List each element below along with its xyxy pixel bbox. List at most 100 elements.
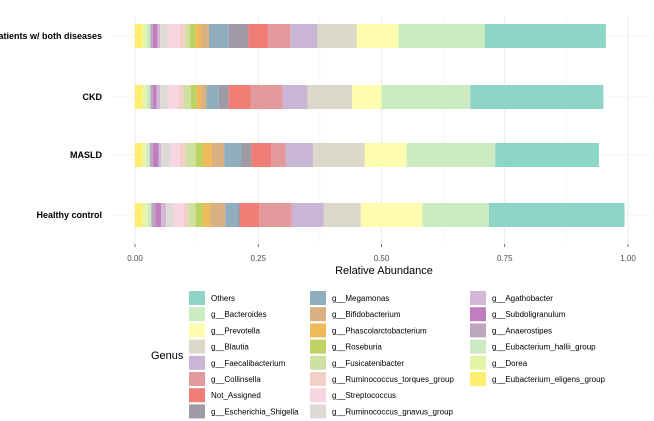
legend-swatch [310, 355, 326, 370]
bar-segment [170, 143, 180, 167]
legend-label: g__Subdoligranulum [492, 310, 566, 319]
legend-label: g__Ruminococcus_gnavus_group [332, 407, 454, 416]
legend-swatch [189, 339, 205, 354]
bar-segment [218, 85, 229, 109]
category-label: CKD [83, 92, 103, 102]
bar-segment [237, 203, 241, 227]
bar-segment [203, 203, 211, 227]
legend-swatch [470, 339, 486, 354]
legend-title: Genus [151, 350, 184, 362]
legend-swatch [189, 388, 205, 403]
legend-label: g__Eubacterium_hallii_group [492, 343, 596, 352]
legend-label: g__Faecalibacterium [211, 359, 286, 368]
bar-segment [406, 143, 496, 167]
bar-segment [179, 24, 185, 48]
legend-swatch [189, 307, 205, 322]
bar-segment [364, 143, 407, 167]
legend-label: Not_Assigned [211, 391, 261, 400]
bar-segment [135, 203, 143, 227]
legend-swatch [310, 372, 326, 386]
bar-segment [142, 143, 147, 167]
bar-segment [173, 203, 184, 227]
category-labels: Patients w/ both diseases CKD MASLD Healthy… [0, 31, 102, 220]
x-axis-title: Relative Abundance [335, 265, 433, 277]
legend-label: g__Eubacterium_eligens_group [492, 375, 606, 384]
bar-segment [351, 85, 382, 109]
x-tick-label: 0.00 [127, 254, 143, 263]
bar-segment [259, 203, 292, 227]
bar-segment [307, 85, 352, 109]
bar-segment [167, 24, 180, 48]
bar-segment [195, 203, 204, 227]
bar-segment [190, 85, 197, 109]
bar-segment [241, 143, 252, 167]
bar-segment [398, 24, 486, 48]
bar-segment [142, 203, 148, 227]
bar-segment [360, 203, 423, 227]
bar-segment [208, 24, 229, 48]
category-label: MASLD [70, 150, 102, 160]
bar-segment [323, 203, 361, 227]
bar-segment [211, 143, 225, 167]
bar-segment [161, 203, 167, 227]
bar-segment [142, 85, 147, 109]
x-tick-label: 0.75 [497, 254, 513, 263]
bar-segment [251, 143, 272, 167]
bar-segment [189, 24, 196, 48]
bar-segment [201, 24, 209, 48]
legend-swatch [470, 372, 486, 386]
bar-segment [285, 143, 313, 167]
bar-segment [158, 143, 162, 167]
legend-label: g__Bifidobacterium [332, 310, 401, 319]
legend-swatch [310, 388, 326, 403]
bar-segment [178, 85, 184, 109]
bar-segment [495, 143, 599, 167]
bars [135, 24, 625, 227]
bar-segment [485, 24, 606, 48]
bar-segment [228, 24, 249, 48]
bar-segment [271, 143, 286, 167]
legend-swatch [470, 355, 486, 370]
legend-swatch [189, 404, 205, 419]
bar-segment [224, 143, 242, 167]
legend-swatch [470, 291, 486, 305]
bar-segment [146, 24, 151, 48]
bar-segment [282, 85, 308, 109]
bar-segment [146, 85, 151, 109]
bar-segment [146, 143, 150, 167]
legend-label: g__Dorea [492, 359, 528, 368]
legend-swatch [189, 323, 205, 338]
bar-segment [422, 203, 489, 227]
legend-label: g__Bacteroides [211, 310, 267, 319]
bar-segment [160, 85, 168, 109]
bar-segment [150, 24, 153, 48]
legend-label: g__Anaerostipes [492, 326, 552, 335]
bar-segment [250, 85, 283, 109]
bar-segment [161, 143, 171, 167]
legend-label: g__Fusicatenibacter [332, 359, 404, 368]
bar-segment [135, 24, 143, 48]
bar-segment [228, 85, 251, 109]
bar-segment [155, 203, 162, 227]
bar-segment [147, 203, 152, 227]
bar-segment [152, 143, 159, 167]
x-tick-label: 0.25 [250, 254, 266, 263]
legend-label: Others [211, 294, 235, 303]
bar-segment [312, 143, 365, 167]
x-axis-ticks: 0.00 0.25 0.50 0.75 1.00 [127, 244, 636, 263]
category-label: Patients w/ both diseases [0, 31, 102, 41]
bar-segment [152, 24, 158, 48]
legend-swatch [310, 307, 326, 322]
x-tick-label: 1.00 [620, 254, 636, 263]
bar-segment [248, 24, 269, 48]
bar-segment [196, 85, 202, 109]
bar-segment [225, 203, 238, 227]
legend-label: g__Megamonas [332, 294, 389, 303]
category-label: Healthy control [36, 210, 102, 220]
bar-segment [210, 203, 226, 227]
legend-label: g__Blautia [211, 343, 249, 352]
legend-label: g__Roseburia [332, 343, 382, 352]
legend-label: g__Collinsella [211, 375, 261, 384]
legend-label: g__Prevotella [211, 326, 260, 335]
bar-segment [185, 143, 196, 167]
